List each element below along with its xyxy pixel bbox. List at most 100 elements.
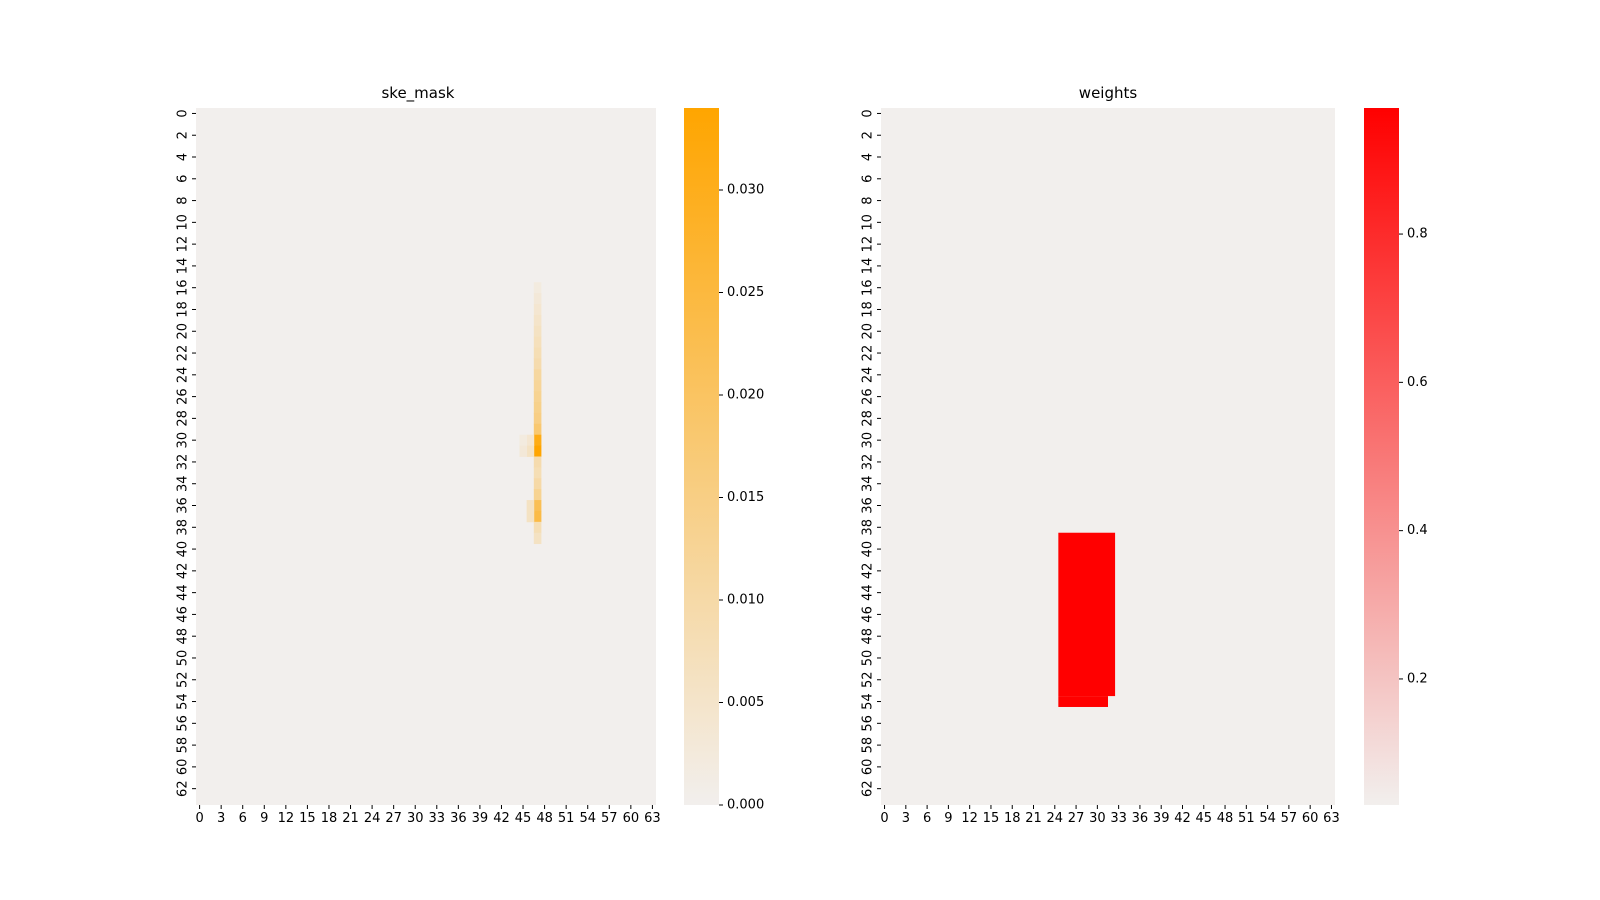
x-tick-label: 36 [450,811,467,826]
y-tick-label: 56 [176,715,191,732]
colorbar-tick-label: 0.6 [1407,375,1428,390]
x-tick-label: 57 [1281,811,1298,826]
colorbar-axis: 0.2 0.4 0.6 0.8 [1399,227,1428,686]
heatmap-cell [533,391,542,403]
colorbar-tick-label: 0.025 [727,285,764,300]
x-tick-label: 48 [1217,811,1234,826]
x-tick-label: 6 [923,811,931,826]
colorbar-tick-label: 0.2 [1407,671,1428,686]
x-tick-label: 33 [429,811,446,826]
y-tick-label: 36 [176,497,191,514]
heatmap-cell [526,434,535,447]
heatmap-cell [533,489,542,501]
colorbar-tick-label: 0.020 [727,388,764,403]
y-tick-label: 18 [176,301,191,318]
heatmap-panel-ske-mask: ske_mask 0 3 6 9 12 15 18 21 24 27 30 33 36 39 42 45 48 5… [176,84,765,826]
y-tick-label: 22 [176,345,191,362]
y-tick-label: 48 [176,628,191,645]
x-tick-label: 27 [385,811,402,826]
heatmap-cell [533,314,542,327]
heatmap-cell [519,434,528,447]
heatmap-cell [526,445,535,457]
x-tick-label: 57 [601,811,618,826]
heatmap-cell [533,445,542,457]
x-tick-label: 21 [342,811,359,826]
y-tick-label: 10 [176,214,191,231]
chart-title: weights [1079,84,1138,102]
heatmap-cell [533,402,542,414]
x-tick-label: 0 [195,811,203,826]
y-tick-label: 32 [176,454,191,471]
heatmap-cell [533,510,542,523]
y-tick-label: 52 [861,671,876,688]
y-tick-label: 40 [861,541,876,558]
x-tick-label: 39 [1153,811,1170,826]
y-tick-label: 16 [861,279,876,296]
heatmap-cell [526,500,535,512]
y-tick-label: 2 [176,131,191,139]
y-tick-label: 28 [861,410,876,427]
chart-title: ske_mask [381,84,454,103]
x-tick-label: 24 [364,811,381,826]
x-tick-label: 51 [558,811,575,826]
heatmap-cell [533,467,542,479]
x-tick-label: 27 [1068,811,1085,826]
y-tick-label: 30 [176,432,191,449]
heatmap-cell [519,445,528,457]
y-tick-label: 24 [861,367,876,384]
y-tick-label: 0 [176,109,191,117]
x-tick-label: 15 [299,811,316,826]
colorbar-tick-label: 0.010 [727,593,764,608]
y-tick-label: 10 [861,214,876,231]
y-tick-label: 60 [861,759,876,776]
y-tick-label: 16 [176,279,191,296]
heatmap-cell [533,380,542,392]
heatmap-cell [533,293,542,305]
heatmap-cell [533,325,542,338]
heatmap-cell [533,532,542,545]
x-tick-label: 21 [1025,811,1042,826]
y-tick-label: 28 [176,410,191,427]
x-tick-label: 60 [623,811,640,826]
x-tick-label: 54 [1259,811,1276,826]
x-tick-label: 42 [493,811,510,826]
colorbar [1364,108,1399,805]
heatmap-region [1058,532,1116,697]
y-tick-label: 6 [176,175,191,183]
y-tick-label: 20 [861,323,876,340]
colorbar-tick-label: 0.015 [727,490,764,505]
heatmap-cell [533,456,542,468]
heatmap-cell [533,478,542,490]
y-tick-label: 38 [861,519,876,536]
x-tick-label: 51 [1238,811,1255,826]
heatmap-region [1058,696,1108,707]
x-tick-label: 24 [1047,811,1064,826]
y-tick-label: 12 [176,236,191,253]
heatmap-cell [533,347,542,359]
x-tick-label: 39 [472,811,489,826]
x-tick-label: 60 [1302,811,1319,826]
heatmap-cell [533,336,542,348]
colorbar-tick-label: 0.4 [1407,523,1428,538]
y-tick-label: 62 [176,780,191,797]
y-tick-label: 54 [176,693,191,710]
y-tick-label: 36 [861,497,876,514]
y-tick-label: 58 [176,737,191,754]
y-tick-label: 58 [861,737,876,754]
x-tick-label: 6 [239,811,247,826]
y-tick-label: 50 [861,650,876,667]
y-tick-label: 30 [861,432,876,449]
colorbar-tick-label: 0.005 [727,695,764,710]
y-tick-label: 46 [176,606,191,623]
heatmap-cell [533,423,542,436]
heatmap-cells [519,282,542,545]
y-tick-label: 44 [176,584,191,601]
y-tick-label: 38 [176,519,191,536]
y-tick-label: 6 [861,175,876,183]
heatmap-cell [533,412,542,425]
heatmap-cell [533,434,542,447]
heatmap-cells [1058,532,1116,707]
colorbar [684,108,719,805]
y-tick-label: 50 [176,650,191,667]
